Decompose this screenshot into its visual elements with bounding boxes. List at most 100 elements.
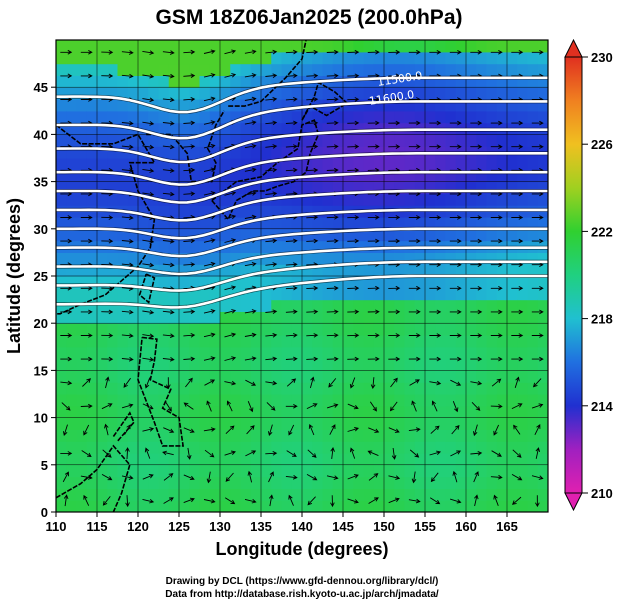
field-cell	[537, 429, 548, 442]
field-cell	[466, 382, 477, 395]
chart-title: GSM 18Z06Jan2025 (200.0hPa)	[155, 6, 462, 29]
field-cell	[271, 287, 283, 301]
wind-arrow	[514, 376, 520, 389]
field-cell	[281, 476, 293, 489]
field-cell	[414, 370, 426, 383]
field-cell	[168, 464, 180, 478]
field-cell	[466, 63, 477, 76]
field-cell	[230, 405, 242, 419]
field-cell	[322, 240, 334, 253]
field-cell	[281, 311, 293, 324]
field-cell	[158, 87, 170, 100]
field-cell	[66, 252, 78, 265]
field-cell	[127, 335, 139, 348]
field-cell	[220, 134, 231, 147]
field-cell	[291, 193, 303, 206]
field-cell	[455, 134, 467, 147]
field-cell	[527, 453, 539, 466]
field-cell	[425, 158, 436, 171]
wind-arrow	[166, 377, 171, 390]
wind-arrow	[203, 309, 216, 314]
field-cell	[455, 394, 467, 407]
field-cell	[394, 464, 406, 478]
field-cell	[261, 382, 272, 395]
field-cell	[496, 405, 508, 419]
field-cell	[209, 417, 221, 430]
wind-arrow	[285, 120, 298, 126]
wind-arrow	[203, 427, 216, 432]
wind-arrow	[408, 238, 421, 244]
field-cell	[271, 441, 283, 454]
field-cell	[527, 441, 539, 454]
field-cell	[332, 228, 344, 242]
wind-arrow	[285, 285, 298, 291]
field-cell	[353, 87, 365, 100]
wind-arrow	[429, 309, 442, 315]
field-cell	[404, 51, 416, 65]
field-cell	[250, 382, 262, 395]
field-cell	[322, 417, 334, 430]
field-cell	[148, 405, 160, 419]
field-cell	[179, 488, 190, 501]
field-cell	[56, 264, 67, 277]
field-cell	[517, 346, 529, 360]
field-cell	[517, 217, 529, 230]
field-cell	[250, 110, 262, 124]
field-cell	[302, 40, 313, 53]
field-cell	[507, 311, 518, 324]
field-cell	[138, 158, 149, 171]
field-cell	[312, 287, 324, 301]
wind-arrow	[203, 73, 216, 78]
field-cell	[343, 63, 354, 76]
wind-arrow	[531, 238, 544, 244]
wind-arrow	[285, 332, 298, 338]
field-cell	[343, 323, 354, 336]
field-cell	[158, 146, 170, 159]
field-cell	[261, 276, 272, 289]
field-cell	[117, 382, 129, 395]
wind-arrow	[531, 403, 544, 409]
wind-arrow	[306, 403, 318, 410]
wind-arrow	[60, 356, 73, 362]
field-cell	[496, 87, 508, 100]
field-cell	[394, 405, 406, 419]
field-cell	[466, 75, 477, 88]
field-cell	[179, 87, 190, 100]
field-cell	[107, 252, 119, 265]
wind-arrow	[142, 168, 155, 173]
field-cell	[455, 264, 467, 277]
field-cell	[66, 476, 78, 489]
field-cell	[86, 464, 98, 478]
field-cell	[261, 287, 272, 301]
field-cell	[240, 358, 252, 371]
field-cell	[322, 453, 334, 466]
wind-arrow	[326, 167, 339, 173]
wind-arrow	[265, 238, 278, 244]
field-cell	[281, 193, 293, 206]
field-cell	[250, 63, 262, 76]
field-cell	[97, 346, 108, 360]
field-cell	[230, 122, 242, 135]
field-cell	[343, 287, 354, 301]
wind-arrow	[429, 450, 442, 456]
wind-arrow	[286, 450, 297, 457]
wind-arrow	[142, 262, 155, 268]
field-cell	[527, 287, 539, 301]
field-cell	[466, 51, 477, 65]
wind-arrow	[285, 167, 298, 173]
field-cell	[486, 75, 498, 88]
field-cell	[353, 63, 365, 76]
field-cell	[455, 193, 467, 206]
field-cell	[230, 500, 242, 512]
field-cell	[107, 464, 119, 478]
field-cell	[209, 134, 221, 147]
field-cell	[363, 51, 375, 65]
field-cell	[220, 335, 231, 348]
field-cell	[291, 311, 303, 324]
field-cell	[507, 276, 518, 289]
field-cell	[127, 158, 139, 171]
wind-arrow	[472, 424, 478, 437]
field-cell	[404, 134, 416, 147]
field-cell	[168, 405, 180, 419]
field-cell	[312, 370, 324, 383]
